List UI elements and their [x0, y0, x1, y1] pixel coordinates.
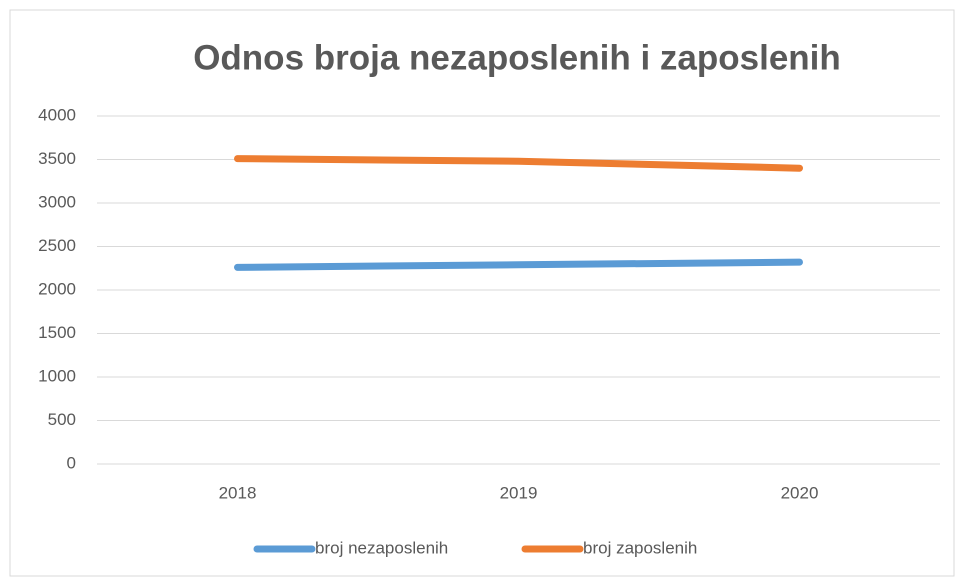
x-tick-label: 2020: [781, 483, 819, 502]
y-tick-label: 1000: [38, 366, 76, 385]
y-tick-label: 1500: [38, 323, 76, 342]
y-tick-label: 4000: [38, 105, 76, 124]
line-series: [234, 258, 803, 271]
legend-label: broj nezaposlenih: [315, 538, 448, 557]
y-tick-label: 0: [67, 453, 76, 472]
legend-label: broj zaposlenih: [583, 538, 697, 557]
x-tick-label: 2018: [219, 483, 257, 502]
y-tick-label: 2000: [38, 279, 76, 298]
y-tick-label: 500: [48, 410, 76, 429]
x-tick-label: 2019: [500, 483, 538, 502]
y-tick-label: 3500: [38, 149, 76, 168]
y-tick-label: 2500: [38, 236, 76, 255]
y-tick-label: 3000: [38, 192, 76, 211]
line-series: [234, 155, 803, 172]
chart-title: Odnos broja nezaposlenih i zaposlenih: [193, 38, 841, 77]
chart-border: [9, 9, 955, 577]
